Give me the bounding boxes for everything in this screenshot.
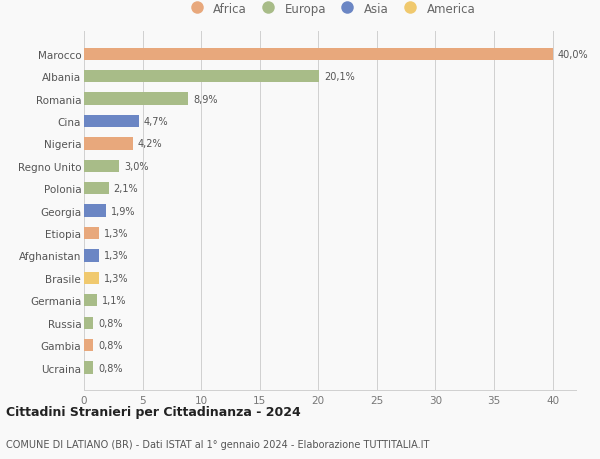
Text: 1,9%: 1,9% [111,206,136,216]
Bar [84,48,553,61]
Bar [84,71,319,83]
Text: 1,3%: 1,3% [104,273,128,283]
Legend: Africa, Europa, Asia, America: Africa, Europa, Asia, America [181,0,479,19]
Bar [84,160,119,173]
Text: 2,1%: 2,1% [113,184,138,194]
Text: 40,0%: 40,0% [557,50,588,60]
Text: 3,0%: 3,0% [124,162,148,171]
Text: 0,8%: 0,8% [98,341,122,350]
Text: 8,9%: 8,9% [193,94,217,104]
Bar [84,362,94,374]
Bar [84,116,139,128]
Bar [84,138,133,150]
Text: 20,1%: 20,1% [324,72,355,82]
Bar [84,272,99,285]
Text: 0,8%: 0,8% [98,318,122,328]
Bar [84,295,97,307]
Text: 1,1%: 1,1% [101,296,126,306]
Text: 1,3%: 1,3% [104,229,128,239]
Text: 1,3%: 1,3% [104,251,128,261]
Bar [84,183,109,195]
Text: COMUNE DI LATIANO (BR) - Dati ISTAT al 1° gennaio 2024 - Elaborazione TUTTITALIA: COMUNE DI LATIANO (BR) - Dati ISTAT al 1… [6,440,430,449]
Bar [84,205,106,217]
Bar [84,317,94,329]
Bar [84,93,188,106]
Text: 4,2%: 4,2% [138,139,163,149]
Text: Cittadini Stranieri per Cittadinanza - 2024: Cittadini Stranieri per Cittadinanza - 2… [6,405,301,419]
Bar [84,250,99,262]
Bar [84,227,99,240]
Text: 4,7%: 4,7% [144,117,169,127]
Bar [84,339,94,352]
Text: 0,8%: 0,8% [98,363,122,373]
